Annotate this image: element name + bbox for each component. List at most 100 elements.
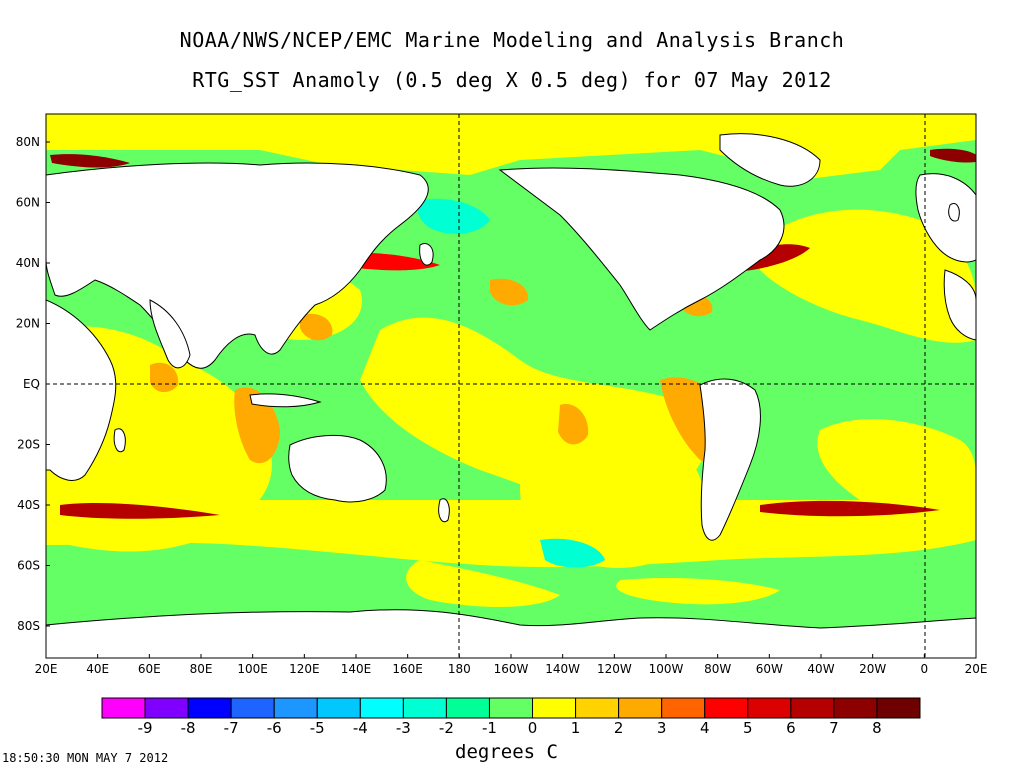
land-uk [948, 203, 960, 222]
colorbar-swatch [532, 697, 577, 719]
colorbar [101, 697, 921, 719]
strong-anomaly-band [50, 154, 130, 168]
land-africa [46, 299, 117, 481]
lat-label: EQ [23, 377, 40, 391]
land-indonesia [249, 393, 322, 408]
colorbar-tick-label: -3 [396, 719, 411, 737]
latitude-labels: 80N 60N 40N 20N EQ 20S 40S 60S 80S [16, 135, 50, 633]
lon-label: 40W [807, 662, 834, 676]
units-label: degrees C [455, 741, 558, 763]
colorbar-tick-label: -2 [439, 719, 454, 737]
colorbar-tick-label: -1 [482, 719, 497, 737]
lat-label: 60S [17, 559, 40, 573]
colorbar-tick-label: -8 [181, 719, 196, 737]
colorbar-swatch [101, 697, 146, 719]
lon-label: 40E [86, 662, 109, 676]
lon-label: 80E [190, 662, 213, 676]
colorbar-swatch [790, 697, 835, 719]
strong-anomaly-band [760, 500, 940, 517]
colorbar-swatch [359, 697, 404, 719]
colorbar-swatch [618, 697, 663, 719]
timestamp: 18:50:30 MON MAY 7 2012 [2, 751, 169, 765]
anomaly-patch [558, 404, 589, 445]
land-antarctica [46, 609, 976, 658]
colorbar-tick-label: -6 [267, 719, 282, 737]
anomaly-patch [490, 278, 529, 306]
colorbar-swatch [575, 697, 620, 719]
lon-label: 20E [965, 662, 988, 676]
cool-patch [417, 198, 490, 234]
colorbar-tick-label: 8 [872, 719, 882, 737]
colorbar-swatch [273, 697, 318, 719]
colorbar-swatch [876, 697, 921, 719]
longitude-labels: 20E 40E 60E 80E 100E 120E 140E 160E 180 160W 140W 1… [35, 654, 988, 676]
lon-label: 120W [597, 662, 632, 676]
land-north-america [498, 167, 785, 331]
colorbar-tick-label: 4 [700, 719, 710, 737]
lon-label: 120E [289, 662, 320, 676]
lon-label: 60E [138, 662, 161, 676]
lon-label: 140E [341, 662, 372, 676]
land-south-america [699, 378, 761, 541]
colorbar-tick-labels: -9 -8 -7 -6 -5 -4 -3 -2 -1 0 1 2 3 4 5 6 7 8 [138, 719, 882, 737]
land-greenland [719, 133, 821, 187]
cool-patch [540, 538, 605, 568]
warm-region [46, 500, 976, 568]
lon-label: 60W [756, 662, 783, 676]
land-africa-east-edge [943, 269, 976, 341]
land-japan [419, 243, 434, 266]
land-madagascar [113, 428, 126, 453]
colorbar-tick-label: -9 [138, 719, 153, 737]
colorbar-swatch [144, 697, 189, 719]
colorbar-tick-label: 3 [657, 719, 667, 737]
anomaly-patch [150, 362, 179, 393]
colorbar-swatch [661, 697, 706, 719]
lon-label: 80W [704, 662, 731, 676]
colorbar-tick-label: 7 [829, 719, 839, 737]
land-eurasia [46, 162, 429, 369]
land-india [149, 299, 191, 369]
colorbar-swatch [402, 697, 447, 719]
arctic-warm-region [46, 114, 976, 180]
colorbar-swatch [704, 697, 749, 719]
colorbar-tick-label: 6 [786, 719, 796, 737]
lon-label: 0 [921, 662, 929, 676]
colorbar-tick-label: -4 [353, 719, 368, 737]
lat-label: 80N [16, 135, 40, 149]
colorbar-tick-label: -5 [310, 719, 325, 737]
land-new-zealand [438, 498, 450, 523]
lon-label: 140W [545, 662, 580, 676]
colorbar-swatch [187, 697, 232, 719]
strong-anomaly-band [930, 148, 976, 163]
map-plot-area [46, 114, 976, 658]
colorbar-tick-label: 0 [528, 719, 538, 737]
lon-label: 160W [494, 662, 529, 676]
lon-label: 100W [649, 662, 684, 676]
map-subtitle: RTG_SST Anamoly (0.5 deg X 0.5 deg) for … [192, 68, 832, 92]
warm-region [760, 209, 976, 343]
warm-region [406, 560, 560, 607]
colorbar-swatch [445, 697, 490, 719]
anomaly-patch [300, 313, 333, 341]
colorbar-swatch [230, 697, 275, 719]
colorbar-tick-label: -7 [224, 719, 239, 737]
colorbar-tick-label: 5 [743, 719, 753, 737]
colorbar-tick-label: 2 [614, 719, 624, 737]
warm-region [616, 578, 780, 605]
lat-label: 60N [16, 196, 40, 210]
lat-label: 20N [16, 317, 40, 331]
land-europe-west [915, 173, 976, 263]
lon-label: 160E [392, 662, 423, 676]
lat-label: 40N [16, 256, 40, 270]
lon-label: 20W [859, 662, 886, 676]
lat-label: 80S [17, 619, 40, 633]
colorbar-swatch [316, 697, 361, 719]
colorbar-swatch [833, 697, 878, 719]
colorbar-swatch [488, 697, 534, 719]
land-australia [288, 435, 387, 503]
lon-label: 180 [448, 662, 471, 676]
lat-label: 20S [17, 438, 40, 452]
lon-label: 20E [35, 662, 58, 676]
colorbar-tick-label: 1 [571, 719, 581, 737]
